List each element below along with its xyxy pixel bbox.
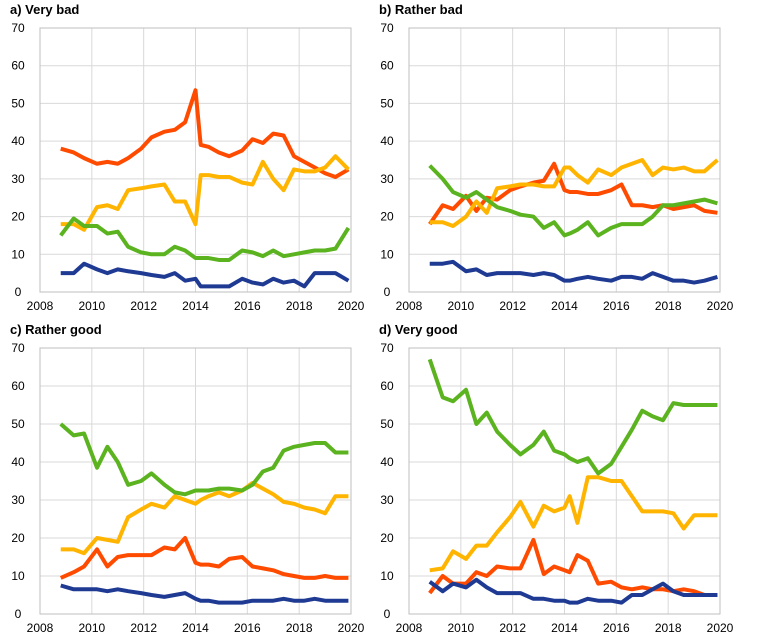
x-tick-label: 2018 xyxy=(286,299,313,313)
y-tick-label: 30 xyxy=(380,172,394,186)
x-tick-label: 2010 xyxy=(447,621,474,635)
series-line xyxy=(429,259,718,285)
series-line xyxy=(428,164,718,238)
y-tick-label: 10 xyxy=(11,569,25,583)
series-line xyxy=(429,158,719,228)
x-tick-label: 2016 xyxy=(603,621,630,635)
x-tick-label: 2020 xyxy=(707,299,734,313)
x-tick-label: 2014 xyxy=(182,621,209,635)
x-tick-label: 2020 xyxy=(707,621,734,635)
x-tick-label: 2016 xyxy=(234,621,261,635)
x-tick-label: 2020 xyxy=(338,621,365,635)
chart-title: a) Very bad xyxy=(10,2,79,17)
y-tick-label: 60 xyxy=(11,59,25,73)
x-tick-label: 2014 xyxy=(182,299,209,313)
x-tick-label: 2012 xyxy=(499,621,526,635)
y-tick-label: 10 xyxy=(11,247,25,261)
y-tick-label: 50 xyxy=(380,417,394,431)
x-tick-label: 2008 xyxy=(396,621,423,635)
y-tick-label: 10 xyxy=(380,569,394,583)
series-line xyxy=(429,475,718,573)
series-line xyxy=(427,358,718,476)
series-line xyxy=(428,577,718,605)
series-line xyxy=(60,88,350,179)
y-tick-label: 0 xyxy=(15,607,22,621)
y-tick-label: 70 xyxy=(11,341,25,355)
chart-title: c) Rather good xyxy=(10,322,102,337)
y-tick-label: 30 xyxy=(380,493,394,507)
y-tick-label: 50 xyxy=(380,96,394,110)
x-tick-label: 2012 xyxy=(130,299,157,313)
x-tick-label: 2012 xyxy=(130,621,157,635)
y-tick-label: 60 xyxy=(380,59,394,73)
x-tick-label: 2010 xyxy=(78,621,105,635)
x-tick-label: 2010 xyxy=(78,299,105,313)
x-tick-label: 2008 xyxy=(396,299,423,313)
y-tick-label: 40 xyxy=(11,134,25,148)
y-tick-label: 70 xyxy=(11,21,25,35)
series-line xyxy=(59,422,349,497)
y-tick-label: 0 xyxy=(384,607,391,621)
y-tick-label: 60 xyxy=(11,379,25,393)
y-tick-label: 60 xyxy=(380,379,394,393)
x-tick-label: 2008 xyxy=(27,621,54,635)
x-tick-label: 2016 xyxy=(234,299,261,313)
x-tick-label: 2014 xyxy=(551,621,578,635)
series-line xyxy=(60,583,349,605)
y-tick-label: 20 xyxy=(380,210,394,224)
y-tick-label: 20 xyxy=(11,210,25,224)
series-line xyxy=(60,154,350,232)
chart-title: b) Rather bad xyxy=(379,2,463,17)
x-tick-label: 2018 xyxy=(286,621,313,635)
y-tick-label: 50 xyxy=(11,417,25,431)
plot-frame xyxy=(408,347,721,615)
x-tick-label: 2016 xyxy=(603,299,630,313)
x-tick-label: 2018 xyxy=(655,621,682,635)
x-tick-label: 2020 xyxy=(338,299,365,313)
x-tick-label: 2008 xyxy=(27,299,54,313)
series-line xyxy=(59,216,351,262)
y-tick-label: 0 xyxy=(384,285,391,299)
y-tick-label: 40 xyxy=(380,134,394,148)
x-tick-label: 2010 xyxy=(447,299,474,313)
y-tick-label: 20 xyxy=(11,531,25,545)
series-line xyxy=(428,537,718,597)
y-tick-label: 50 xyxy=(11,96,25,110)
y-tick-label: 70 xyxy=(380,341,394,355)
y-tick-label: 20 xyxy=(380,531,394,545)
y-tick-label: 10 xyxy=(380,247,394,261)
y-tick-label: 30 xyxy=(11,493,25,507)
y-tick-label: 0 xyxy=(15,285,22,299)
series-line xyxy=(59,536,349,580)
y-tick-label: 30 xyxy=(11,172,25,186)
series-line xyxy=(60,480,349,556)
series-line xyxy=(60,261,350,289)
y-tick-label: 40 xyxy=(11,455,25,469)
x-tick-label: 2012 xyxy=(499,299,526,313)
plot-frame xyxy=(39,27,352,293)
y-tick-label: 40 xyxy=(380,455,394,469)
y-tick-label: 70 xyxy=(380,21,394,35)
x-tick-label: 2018 xyxy=(655,299,682,313)
plot-frame xyxy=(39,347,352,615)
x-tick-label: 2014 xyxy=(551,299,578,313)
chart-title: d) Very good xyxy=(379,322,458,337)
plot-frame xyxy=(408,27,721,293)
